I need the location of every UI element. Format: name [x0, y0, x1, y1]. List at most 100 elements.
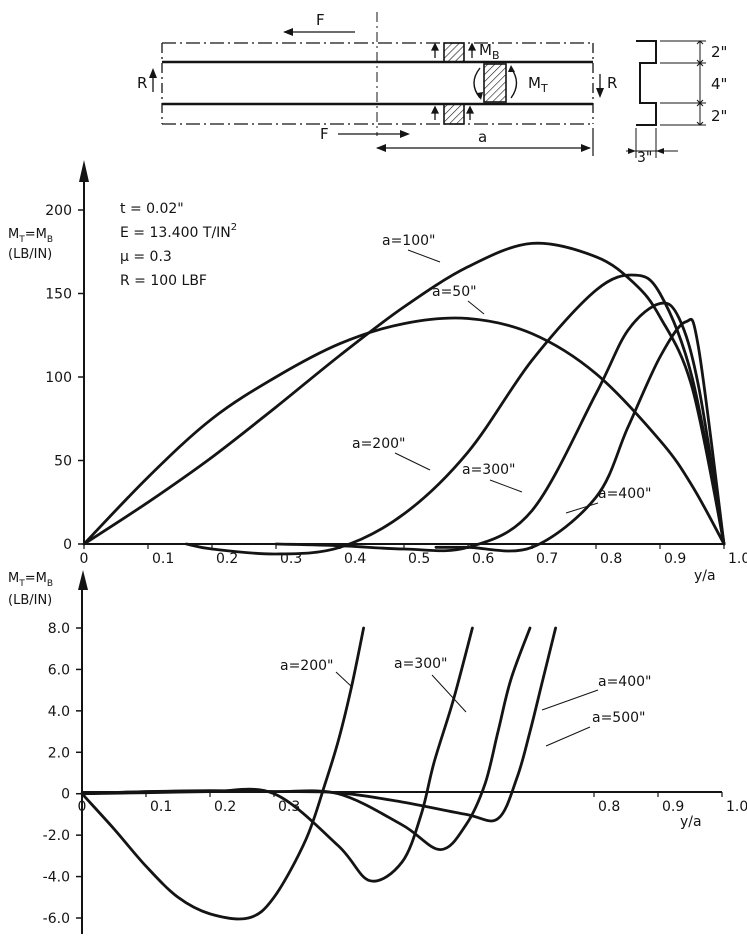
chart2-leader-a500 [545, 726, 591, 747]
chart2-xlabel: y/a [680, 814, 702, 830]
chart2-y-tick-label: 8.0 [48, 621, 70, 637]
chart1-ylabel-1: MT=MB [8, 227, 53, 245]
chart2-ylabel-2: (LB/IN) [8, 593, 52, 608]
chart2-ylabel-1: MT=MB [8, 571, 53, 589]
dim-top-flange: 2" [711, 43, 727, 61]
chart2-y-tick-label: -4.0 [43, 870, 70, 886]
chart1-annotations: a=100" a=50" a=200" a=300" a=400" [352, 233, 651, 514]
moment-torsion-label: MT [528, 74, 548, 95]
chart1-y-tick-label: 50 [54, 454, 72, 470]
chart2-y-tick-label: 2.0 [48, 745, 70, 761]
chart1-label-a50: a=50" [432, 284, 477, 300]
param-thickness: t = 0.02" [120, 201, 184, 217]
torsion-arrow-left-head [477, 92, 483, 100]
chart1-x-tick-label: 0.4 [344, 551, 366, 567]
chart1-x-tick-label: 0.2 [216, 551, 238, 567]
chart2-leader-a400 [541, 689, 599, 711]
reaction-left-arrowhead [149, 68, 157, 78]
chart-lower: MT=MB (LB/IN) 8.06.04.02.00-2.0-4.0-6.0 … [8, 570, 747, 934]
param-poisson: μ = 0.3 [120, 249, 172, 265]
chart2-y-tick-label: -6.0 [43, 911, 70, 927]
dim-width: 3" [637, 150, 652, 166]
reaction-right-label: R [607, 74, 617, 92]
chart1-series-line [82, 241, 726, 546]
chart1-leader-a200 [394, 452, 431, 471]
chart1-ylabel-2: (LB/IN) [8, 247, 52, 262]
chart1-label-a100: a=100" [382, 233, 435, 249]
torsion-arrow-left [473, 67, 481, 99]
chart1-x-tick-label: 0.9 [664, 551, 686, 567]
chart1-y-tick-label: 200 [45, 203, 72, 219]
moment-bending-label: MB [479, 41, 500, 62]
force-bottom-arrowhead [400, 130, 410, 138]
chart2-series-line [80, 626, 365, 921]
chart1-x-tick-label: 0.6 [472, 551, 494, 567]
chart1-series-line [274, 301, 726, 553]
chart2-y-tick-label: -2.0 [43, 828, 70, 844]
cs-dim-ticks [696, 40, 704, 126]
chart2-y-tick-label: 6.0 [48, 662, 70, 678]
chart2-leader-a300 [431, 674, 467, 713]
chart1-x-tick-label: 0.8 [600, 551, 622, 567]
torsion-arrow-right [510, 67, 518, 99]
chart2-y-tick-label: 4.0 [48, 704, 70, 720]
force-top-arrowhead [283, 28, 293, 36]
hatched-element-top [443, 42, 465, 63]
cs-width-arrows [628, 148, 664, 154]
chart1-x-tick-label: 1.0 [728, 551, 747, 567]
chart2-label-a500: a=500" [592, 710, 645, 726]
chart1-label-a400: a=400" [598, 486, 651, 502]
chart1-x-tick-label: 0.5 [408, 551, 430, 567]
chart2-label-a200: a=200" [280, 658, 333, 674]
beam-schematic: MB MT F F R R a 2" 4" 2" [137, 11, 727, 166]
chart2-x-tick-label: 0.8 [598, 799, 620, 815]
chart2-x-tick-label: 0.3 [278, 799, 300, 815]
torsion-arrow-right-head [508, 65, 515, 72]
chart1-x-tick-label: 0.7 [536, 551, 558, 567]
dim-web: 4" [711, 75, 727, 93]
chart1-leader-a400 [565, 502, 599, 514]
chart1-x-tick-label: 0 [80, 551, 89, 567]
chart2-label-a400: a=400" [598, 674, 651, 690]
force-bottom-label: F [320, 125, 329, 143]
reaction-right-arrowhead [596, 88, 604, 98]
reaction-left-label: R [137, 74, 147, 92]
chart1-xlabel: y/a [694, 568, 716, 584]
chart1-series-line [82, 316, 726, 546]
chart2-label-a300: a=300" [394, 656, 447, 672]
chart1-y-tick-label: 150 [45, 287, 72, 303]
chart1-label-a200: a=200" [352, 436, 405, 452]
parameter-block: t = 0.02" E = 13.400 T/IN2 μ = 0.3 R = 1… [120, 201, 237, 289]
param-load: R = 100 LBF [120, 273, 207, 289]
chart1-leader-a100 [407, 249, 441, 263]
cross-section [636, 40, 657, 126]
chart1-leader-a300 [489, 479, 523, 493]
chart2-x-tick-label: 1.0 [726, 799, 747, 815]
chart2-y-axis-arrowhead [78, 570, 88, 590]
chart1-y-tick-label: 100 [45, 370, 72, 386]
hatched-element-bottom [443, 103, 465, 125]
chart1-y-tick-label: 0 [63, 537, 72, 553]
span-label: a [478, 128, 487, 146]
chart1-leader-a50 [467, 300, 485, 315]
span-arrow-left [376, 144, 386, 152]
chart2-y-tick-label: 0 [61, 787, 70, 803]
chart1-x-tick-label: 0.1 [152, 551, 174, 567]
hatched-element-web [483, 63, 507, 103]
force-top-label: F [316, 11, 325, 29]
chart2-x-tick-label: 0.2 [214, 799, 236, 815]
span-arrow-right [581, 144, 591, 152]
param-modulus: E = 13.400 T/IN2 [120, 222, 237, 241]
chart1-series-line [185, 273, 726, 556]
chart2-series-line [80, 626, 557, 823]
chart2-x-tick-label: 0 [78, 799, 87, 815]
chart2-x-tick-label: 0.9 [662, 799, 684, 815]
chart1-series-line [434, 317, 726, 553]
chart2-x-tick-label: 0.1 [150, 799, 172, 815]
chart2-annotations: a=200" a=300" a=400" a=500" [280, 656, 651, 747]
dim-bottom-flange: 2" [711, 107, 727, 125]
chart1-y-axis-arrowhead [79, 160, 89, 182]
chart2-leader-a200 [335, 671, 353, 688]
